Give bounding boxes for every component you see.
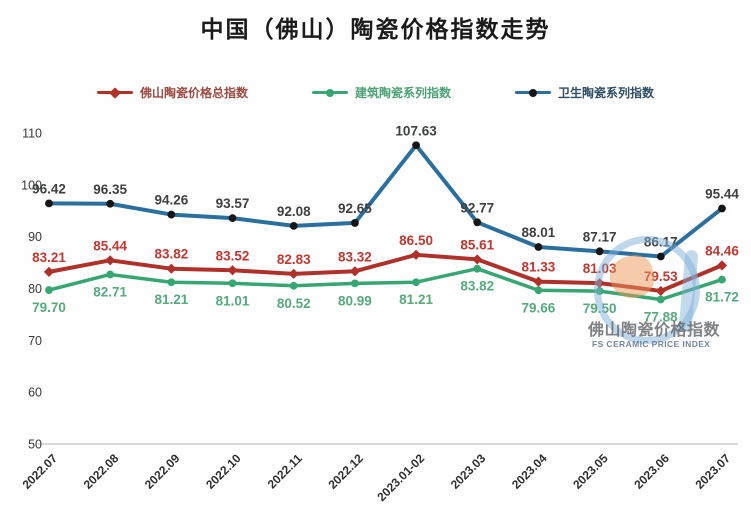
watermark-text-en: FS CERAMIC PRICE INDEX: [592, 339, 711, 349]
data-point-label: 81.21: [154, 292, 188, 307]
data-point: [718, 204, 726, 213]
data-point: [106, 199, 115, 208]
data-point: [289, 221, 298, 230]
data-point: [227, 265, 238, 276]
x-tick-label: 2023.01-02: [374, 451, 427, 504]
data-point-label: 83.52: [216, 248, 250, 263]
series-2-labels: 96.42 96.35 94.26 93.57 92.08 92.65 107.63 92.7…: [32, 123, 739, 249]
data-point: [718, 275, 726, 284]
data-point: [472, 254, 483, 265]
x-tick-label: 2022.09: [142, 451, 183, 492]
data-point-label: 92.65: [338, 201, 372, 216]
chart-title: 中国（佛山）陶瓷价格指数走势: [200, 17, 551, 42]
data-point-label: 107.63: [395, 123, 437, 138]
data-point: [351, 219, 359, 227]
data-point-label: 87.17: [583, 229, 617, 244]
data-point: [595, 247, 604, 256]
data-point: [473, 218, 482, 227]
data-point: [167, 278, 176, 287]
data-point-label: 80.52: [277, 296, 311, 311]
legend-label: 卫生陶瓷系列指数: [558, 86, 655, 100]
y-tick-label: 50: [28, 438, 42, 452]
legend-item-building-ceramics: 建筑陶瓷系列指数: [311, 84, 451, 101]
legend-item-total-index: 佛山陶瓷价格总指数: [96, 84, 248, 101]
data-point-label: 84.46: [705, 243, 739, 258]
data-point: [412, 278, 420, 287]
legend-label: 建筑陶瓷系列指数: [354, 86, 451, 100]
data-point: [106, 270, 115, 279]
data-point-label: 81.01: [216, 293, 250, 308]
data-point-label: 85.61: [460, 237, 494, 252]
data-point-label: 95.44: [705, 186, 739, 201]
data-point-label: 82.71: [93, 284, 127, 299]
data-point: [412, 141, 420, 150]
data-point: [228, 279, 237, 288]
data-point-label: 81.33: [522, 260, 556, 275]
y-tick-label: 70: [28, 334, 42, 348]
data-point-label: 81.21: [399, 292, 433, 307]
y-tick-label: 100: [21, 178, 42, 192]
series-line: [47, 143, 724, 259]
data-point-label: 82.83: [277, 252, 311, 267]
x-tick-label: 2022.11: [265, 451, 305, 491]
y-tick-label: 60: [28, 386, 42, 400]
red-line-marker-icon: [96, 86, 133, 99]
data-point-label: 88.01: [522, 225, 556, 240]
watermark-text-cn: 佛山陶瓷价格指数: [588, 322, 721, 339]
data-point: [534, 243, 543, 251]
x-tick-label: 2022.07: [20, 451, 61, 492]
data-point: [288, 268, 299, 279]
x-tick-label: 2022.12: [325, 451, 366, 492]
data-point: [45, 286, 53, 294]
data-point: [410, 249, 422, 260]
data-point: [43, 266, 55, 277]
x-tick-label: 2023.05: [570, 451, 611, 492]
data-point: [167, 210, 176, 219]
x-tick-label: 2023.03: [448, 451, 489, 492]
data-point-label: 83.82: [154, 247, 188, 262]
y-tick-label: 110: [22, 127, 42, 141]
data-point-label: 79.66: [522, 300, 556, 315]
legend-label: 佛山陶瓷价格总指数: [139, 86, 248, 100]
data-point-label: 83.32: [338, 249, 372, 264]
watermark-logo-ring-icon: [594, 236, 700, 344]
x-tick-label: 2022.08: [81, 451, 122, 492]
data-point: [351, 279, 359, 288]
data-point: [45, 199, 53, 208]
data-point: [166, 263, 177, 274]
legend-item-sanitary-ceramics: 卫生陶瓷系列指数: [515, 84, 654, 101]
data-point: [289, 281, 298, 290]
data-point: [534, 286, 543, 295]
data-point-label: 85.44: [93, 238, 127, 253]
x-tick-label: 2023.06: [631, 451, 672, 492]
data-point-label: 93.57: [216, 196, 250, 211]
data-point-label: 94.26: [154, 193, 188, 208]
data-point: [716, 260, 728, 271]
data-point-label: 81.72: [705, 290, 739, 305]
legend: 佛山陶瓷价格总指数 建筑陶瓷系列指数 卫生陶瓷系列指数: [0, 84, 751, 101]
data-point-label: 86.50: [399, 233, 433, 248]
green-line-marker-icon: [311, 87, 348, 98]
data-point: [473, 264, 482, 273]
data-point-label: 92.08: [277, 204, 311, 219]
y-tick-label: 80: [28, 282, 42, 296]
series-1-labels: 79.70 82.71 81.21 81.01 80.52 80.99 81.21 83.82…: [32, 279, 739, 325]
data-point: [533, 276, 544, 287]
data-point-label: 83.82: [460, 279, 494, 294]
data-point-label: 92.77: [460, 200, 494, 215]
x-tick-label: 2023.07: [693, 451, 734, 492]
y-tick-label: 90: [28, 230, 42, 244]
data-point: [349, 266, 360, 277]
x-tick-label: 2022.10: [203, 451, 244, 492]
data-point-label: 96.42: [32, 181, 66, 196]
data-point-label: 80.99: [338, 293, 372, 308]
x-tick-label: 2023.04: [509, 451, 550, 492]
data-point-label: 83.21: [32, 250, 66, 265]
data-point: [228, 214, 237, 223]
data-point: [105, 255, 116, 266]
blue-line-marker-icon: [515, 87, 551, 98]
data-point-label: 79.70: [32, 300, 66, 315]
data-point-label: 96.35: [93, 182, 127, 197]
